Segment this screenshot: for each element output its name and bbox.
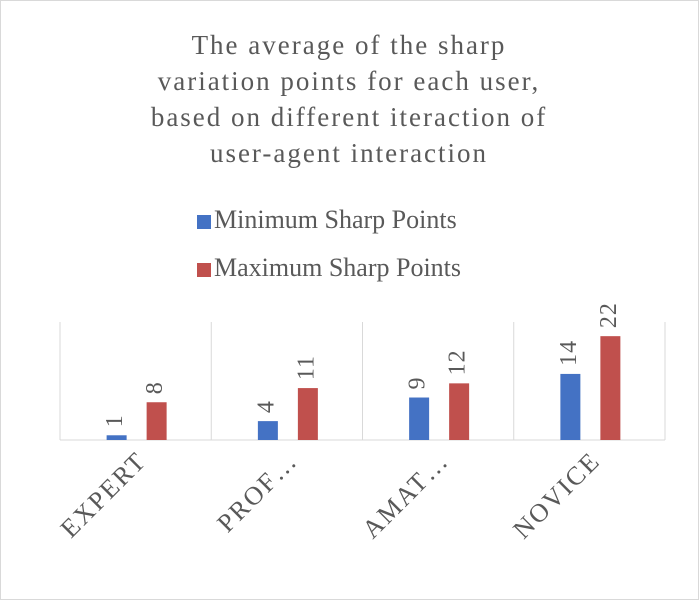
legend-swatch	[197, 215, 211, 229]
bar	[146, 402, 167, 440]
data-label: 12	[445, 349, 471, 375]
bar	[257, 421, 278, 440]
data-label: 1	[102, 414, 128, 427]
data-label: 22	[596, 302, 622, 328]
legend-label: Minimum Sharp Points	[214, 205, 457, 234]
chart-title: user-agent interaction	[210, 138, 488, 168]
data-label: 4	[253, 400, 279, 413]
data-label: 8	[142, 381, 168, 394]
chart-title: The average of the sharp	[192, 30, 507, 60]
legend-label: Maximum Sharp Points	[214, 253, 461, 282]
bar	[409, 397, 430, 440]
bar	[297, 388, 318, 440]
bar	[560, 373, 581, 440]
data-label: 11	[293, 355, 319, 380]
data-label: 9	[405, 377, 431, 390]
chart-title: variation points for each user,	[158, 66, 541, 96]
bar	[600, 336, 621, 440]
chart-title: based on different iteraction of	[151, 102, 547, 132]
bar	[106, 435, 127, 440]
bar	[449, 383, 470, 440]
data-label: 14	[556, 340, 582, 366]
legend-swatch	[197, 263, 211, 277]
